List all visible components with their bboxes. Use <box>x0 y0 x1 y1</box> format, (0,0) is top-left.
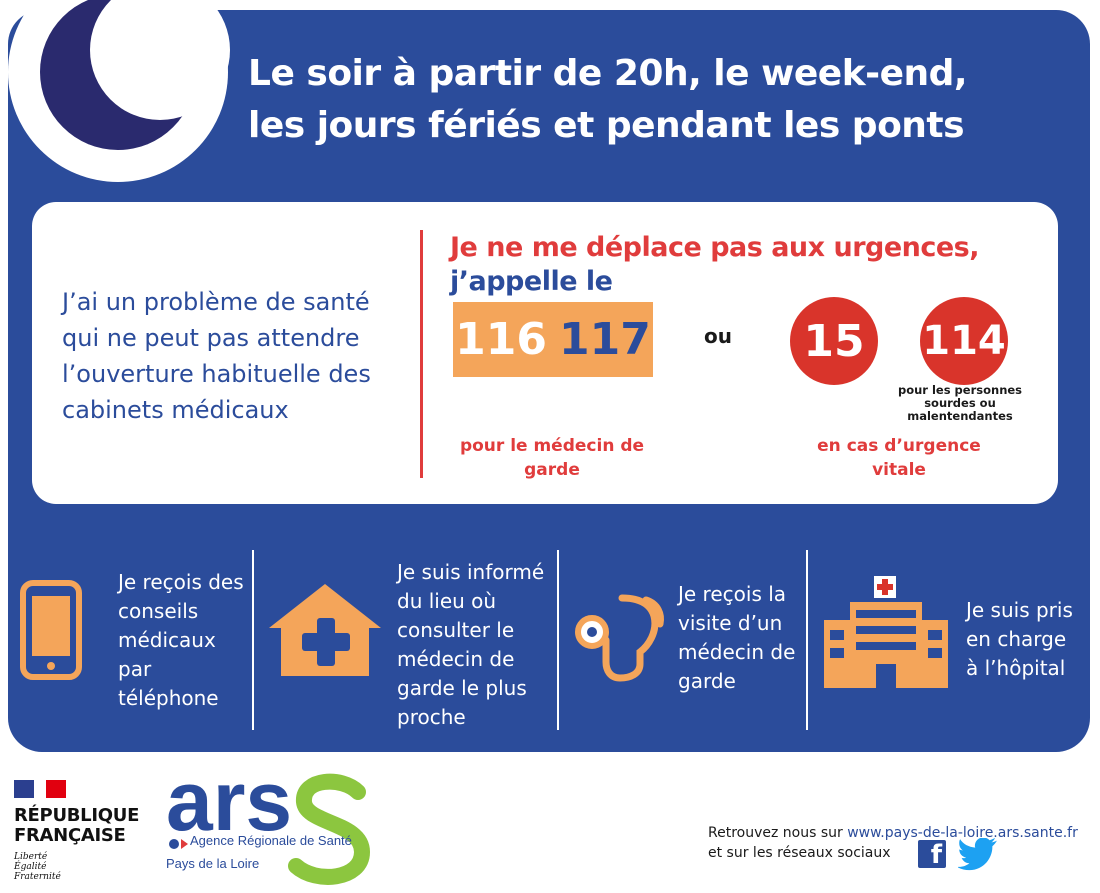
social-text: et sur les réseaux sociaux <box>708 845 891 861</box>
rf-motto-2: Égalité <box>14 862 47 872</box>
rf-line-2: FRANÇAISE <box>14 825 126 846</box>
urgence-subtitle: j’appelle le <box>450 266 613 297</box>
marianne-flag-icon <box>14 780 66 798</box>
hospital-icon <box>824 576 948 688</box>
label-vital: en cas d’urgence vitale <box>817 436 981 480</box>
headline-line-2: les jours fériés et pendant les ponts <box>248 105 965 146</box>
rf-name: RÉPUBLIQUE FRANÇAISE <box>14 806 139 846</box>
service-text-house: Je suis informé du lieu où consulter le … <box>397 560 545 729</box>
ars-region: Pays de la Loire <box>166 856 260 871</box>
or-label: ou <box>704 324 732 348</box>
number-114: 114 <box>920 297 1008 385</box>
rf-line-1: RÉPUBLIQUE <box>14 805 140 826</box>
urgence-title: Je ne me déplace pas aux urgences, <box>450 232 980 263</box>
house-cross-icon <box>269 584 381 676</box>
website-line: Retrouvez nous sur www.pays-de-la-loire.… <box>708 822 1078 844</box>
ars-name: Agence Régionale de Santé <box>190 833 352 848</box>
stethoscope-icon <box>575 594 664 682</box>
ars-logo-text: ars <box>166 770 292 848</box>
headline: Le soir à partir de 20h, le week-end, le… <box>248 48 968 152</box>
facebook-icon[interactable]: f <box>918 840 946 870</box>
number-15: 15 <box>790 297 878 385</box>
ars-logo: ars <box>166 770 371 885</box>
twitter-icon[interactable] <box>958 838 998 872</box>
phone-icon <box>20 580 82 680</box>
label-garde: pour le médecin de garde <box>459 436 645 480</box>
website-link[interactable]: www.pays-de-la-loire.ars.sante.fr <box>847 825 1078 841</box>
rf-motto-1: Liberté <box>14 852 48 862</box>
number-116: 116 <box>455 314 547 365</box>
service-text-phone: Je reçois des conseils médicaux par télé… <box>118 570 244 710</box>
problem-text: J’ai un problème de santé qui ne peut pa… <box>62 288 371 424</box>
service-text-hospital: Je suis pris en charge à l’hôpital <box>966 598 1073 680</box>
service-text-stethoscope: Je reçois la visite d’un médecin de gard… <box>678 582 796 693</box>
headline-line-1: Le soir à partir de 20h, le week-end, <box>248 53 968 94</box>
rf-motto: Liberté Égalité Fraternité <box>14 852 61 882</box>
rf-motto-3: Fraternité <box>14 872 61 882</box>
divider-3 <box>806 550 808 730</box>
ars-dots-icon <box>169 839 188 849</box>
number-116117: 116 117 <box>453 302 653 377</box>
red-divider <box>420 230 423 478</box>
divider-2 <box>557 550 559 730</box>
divider-1 <box>252 550 254 730</box>
moon-icon <box>8 0 230 182</box>
deaf-note: pour les personnes sourdes ou malentenda… <box>897 383 1023 423</box>
emergency-card: J’ai un problème de santé qui ne peut pa… <box>32 202 1058 504</box>
website-prefix: Retrouvez nous sur <box>708 825 848 841</box>
number-117: 117 <box>559 314 651 365</box>
